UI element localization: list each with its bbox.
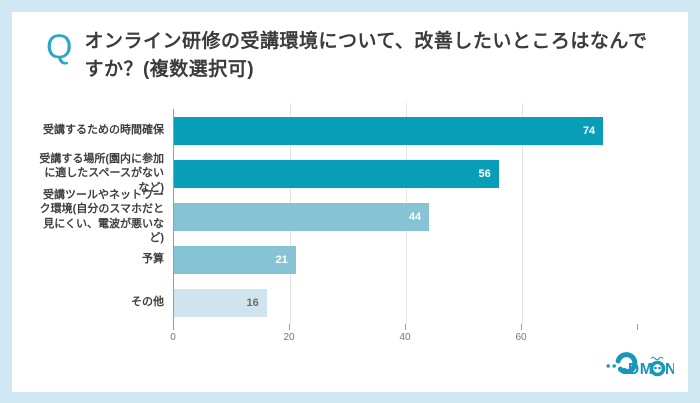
page-title: オンライン研修の受講環境について、改善したいところはなんですか？(複数選択可): [84, 31, 648, 80]
category-labels: 受講するための時間確保 受講する場所(園内に参加に適したスペースがないなど) 受…: [36, 109, 173, 324]
chart-card: Q オンライン研修の受講環境について、改善したいところはなんですか？(複数選択可…: [12, 12, 688, 392]
tick-label-0: 0: [170, 332, 176, 344]
tick-label-20: 20: [283, 332, 295, 344]
bar-row: 56: [174, 152, 638, 195]
bar-row: 74: [174, 109, 638, 152]
bar-other: 16: [174, 288, 267, 317]
svg-text:N: N: [665, 361, 674, 378]
bar-place: 56: [174, 159, 499, 188]
category-label: 受講するための時間確保: [43, 124, 164, 137]
codmon-logo-graphic: o DM N: [606, 352, 676, 378]
category-label: その他: [131, 296, 164, 309]
bar-row: 21: [174, 238, 638, 281]
svg-text:o: o: [621, 365, 628, 377]
codmon-logo: o DM N: [598, 345, 676, 386]
bar-value: 44: [408, 210, 422, 223]
tick-label-40: 40: [399, 332, 411, 344]
bar-value: 56: [478, 167, 491, 180]
tick-mark-20: [289, 324, 290, 331]
x-axis: 0 20 40 60: [170, 324, 638, 346]
question-icon: Q: [46, 28, 73, 66]
gridline-60: [522, 103, 523, 325]
category-label: 予算: [142, 253, 164, 266]
bar-tools-network: 44: [174, 202, 430, 231]
category-label: 受講する場所(園内に参加に適したスペースがないなど): [39, 153, 164, 194]
tick-mark-0: [173, 324, 174, 331]
question-header: Q オンライン研修の受講環境について、改善したいところはなんですか？(複数選択可…: [12, 12, 688, 83]
bar-row: 16: [174, 281, 638, 324]
tick-mark-80: [637, 324, 638, 331]
bar-value: 21: [275, 253, 288, 266]
bar-time: 74: [174, 116, 604, 145]
bar-chart: 受講するための時間確保 受講する場所(園内に参加に適したスペースがないなど) 受…: [36, 103, 688, 325]
tick-mark-60: [521, 324, 522, 331]
bar-value: 74: [582, 124, 596, 137]
tick-label-60: 60: [515, 332, 527, 344]
tick-mark-40: [405, 324, 406, 331]
plot-area: 74 56 44 21 16: [173, 103, 638, 325]
svg-text:DM: DM: [628, 361, 653, 378]
category-label: 受講ツールやネットワーク環境(自分のスマホだと見にくい、電波が悪いなど): [39, 189, 164, 244]
bar-value: 16: [246, 296, 259, 309]
bar-budget: 21: [174, 245, 296, 274]
bar-row: 44: [174, 195, 638, 238]
